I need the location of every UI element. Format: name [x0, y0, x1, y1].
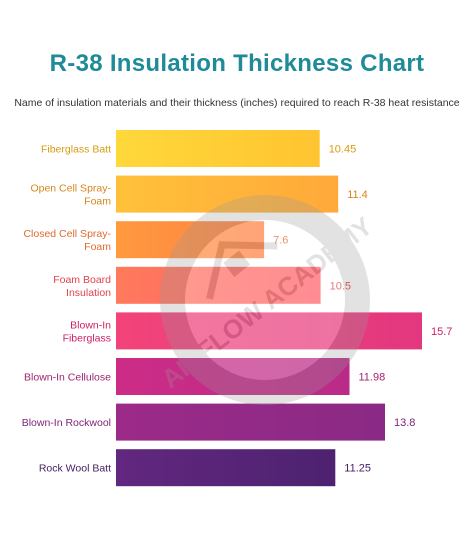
value-label: 13.8	[394, 417, 415, 429]
bar	[116, 175, 339, 213]
category-label: Blown-In Cellulose	[24, 372, 111, 384]
value-label: 10.5	[330, 280, 351, 292]
chart-subtitle: Name of insulation materials and their t…	[14, 97, 460, 109]
category-label: Foam Board Insulation	[53, 274, 111, 299]
value-label: 11.25	[344, 463, 371, 475]
bar	[116, 449, 336, 487]
bar	[116, 403, 385, 441]
category-label: Fiberglass Batt	[41, 144, 111, 156]
value-labels-group: 10.45 11.4 7.6 10.5 15.7 11.98 13.8 11.25	[273, 144, 452, 475]
category-label: Closed Cell Spray-Foam	[23, 228, 111, 253]
value-label: 11.98	[359, 372, 386, 384]
bar	[116, 312, 422, 350]
bar	[116, 266, 321, 304]
category-labels-group: Fiberglass Batt Open Cell Spray-Foam Close…	[22, 144, 112, 475]
bar	[116, 221, 265, 259]
bar	[116, 130, 320, 167]
category-label: Blown-In Rockwool	[22, 417, 111, 429]
value-label: 10.45	[329, 144, 357, 156]
value-label: 11.4	[347, 189, 368, 201]
category-label: Rock Wool Batt	[39, 463, 111, 475]
value-label: 7.6	[273, 235, 288, 247]
bar	[116, 358, 350, 395]
value-label: 15.7	[431, 326, 452, 338]
category-label: Blown-In Fiberglass	[63, 319, 112, 344]
category-label: Open Cell Spray-Foam	[30, 183, 111, 208]
chart-title: R-38 Insulation Thickness Chart	[49, 50, 425, 77]
bars-group	[116, 130, 422, 487]
watermark-logo: AIRFLOW ACADEMY	[156, 195, 378, 405]
